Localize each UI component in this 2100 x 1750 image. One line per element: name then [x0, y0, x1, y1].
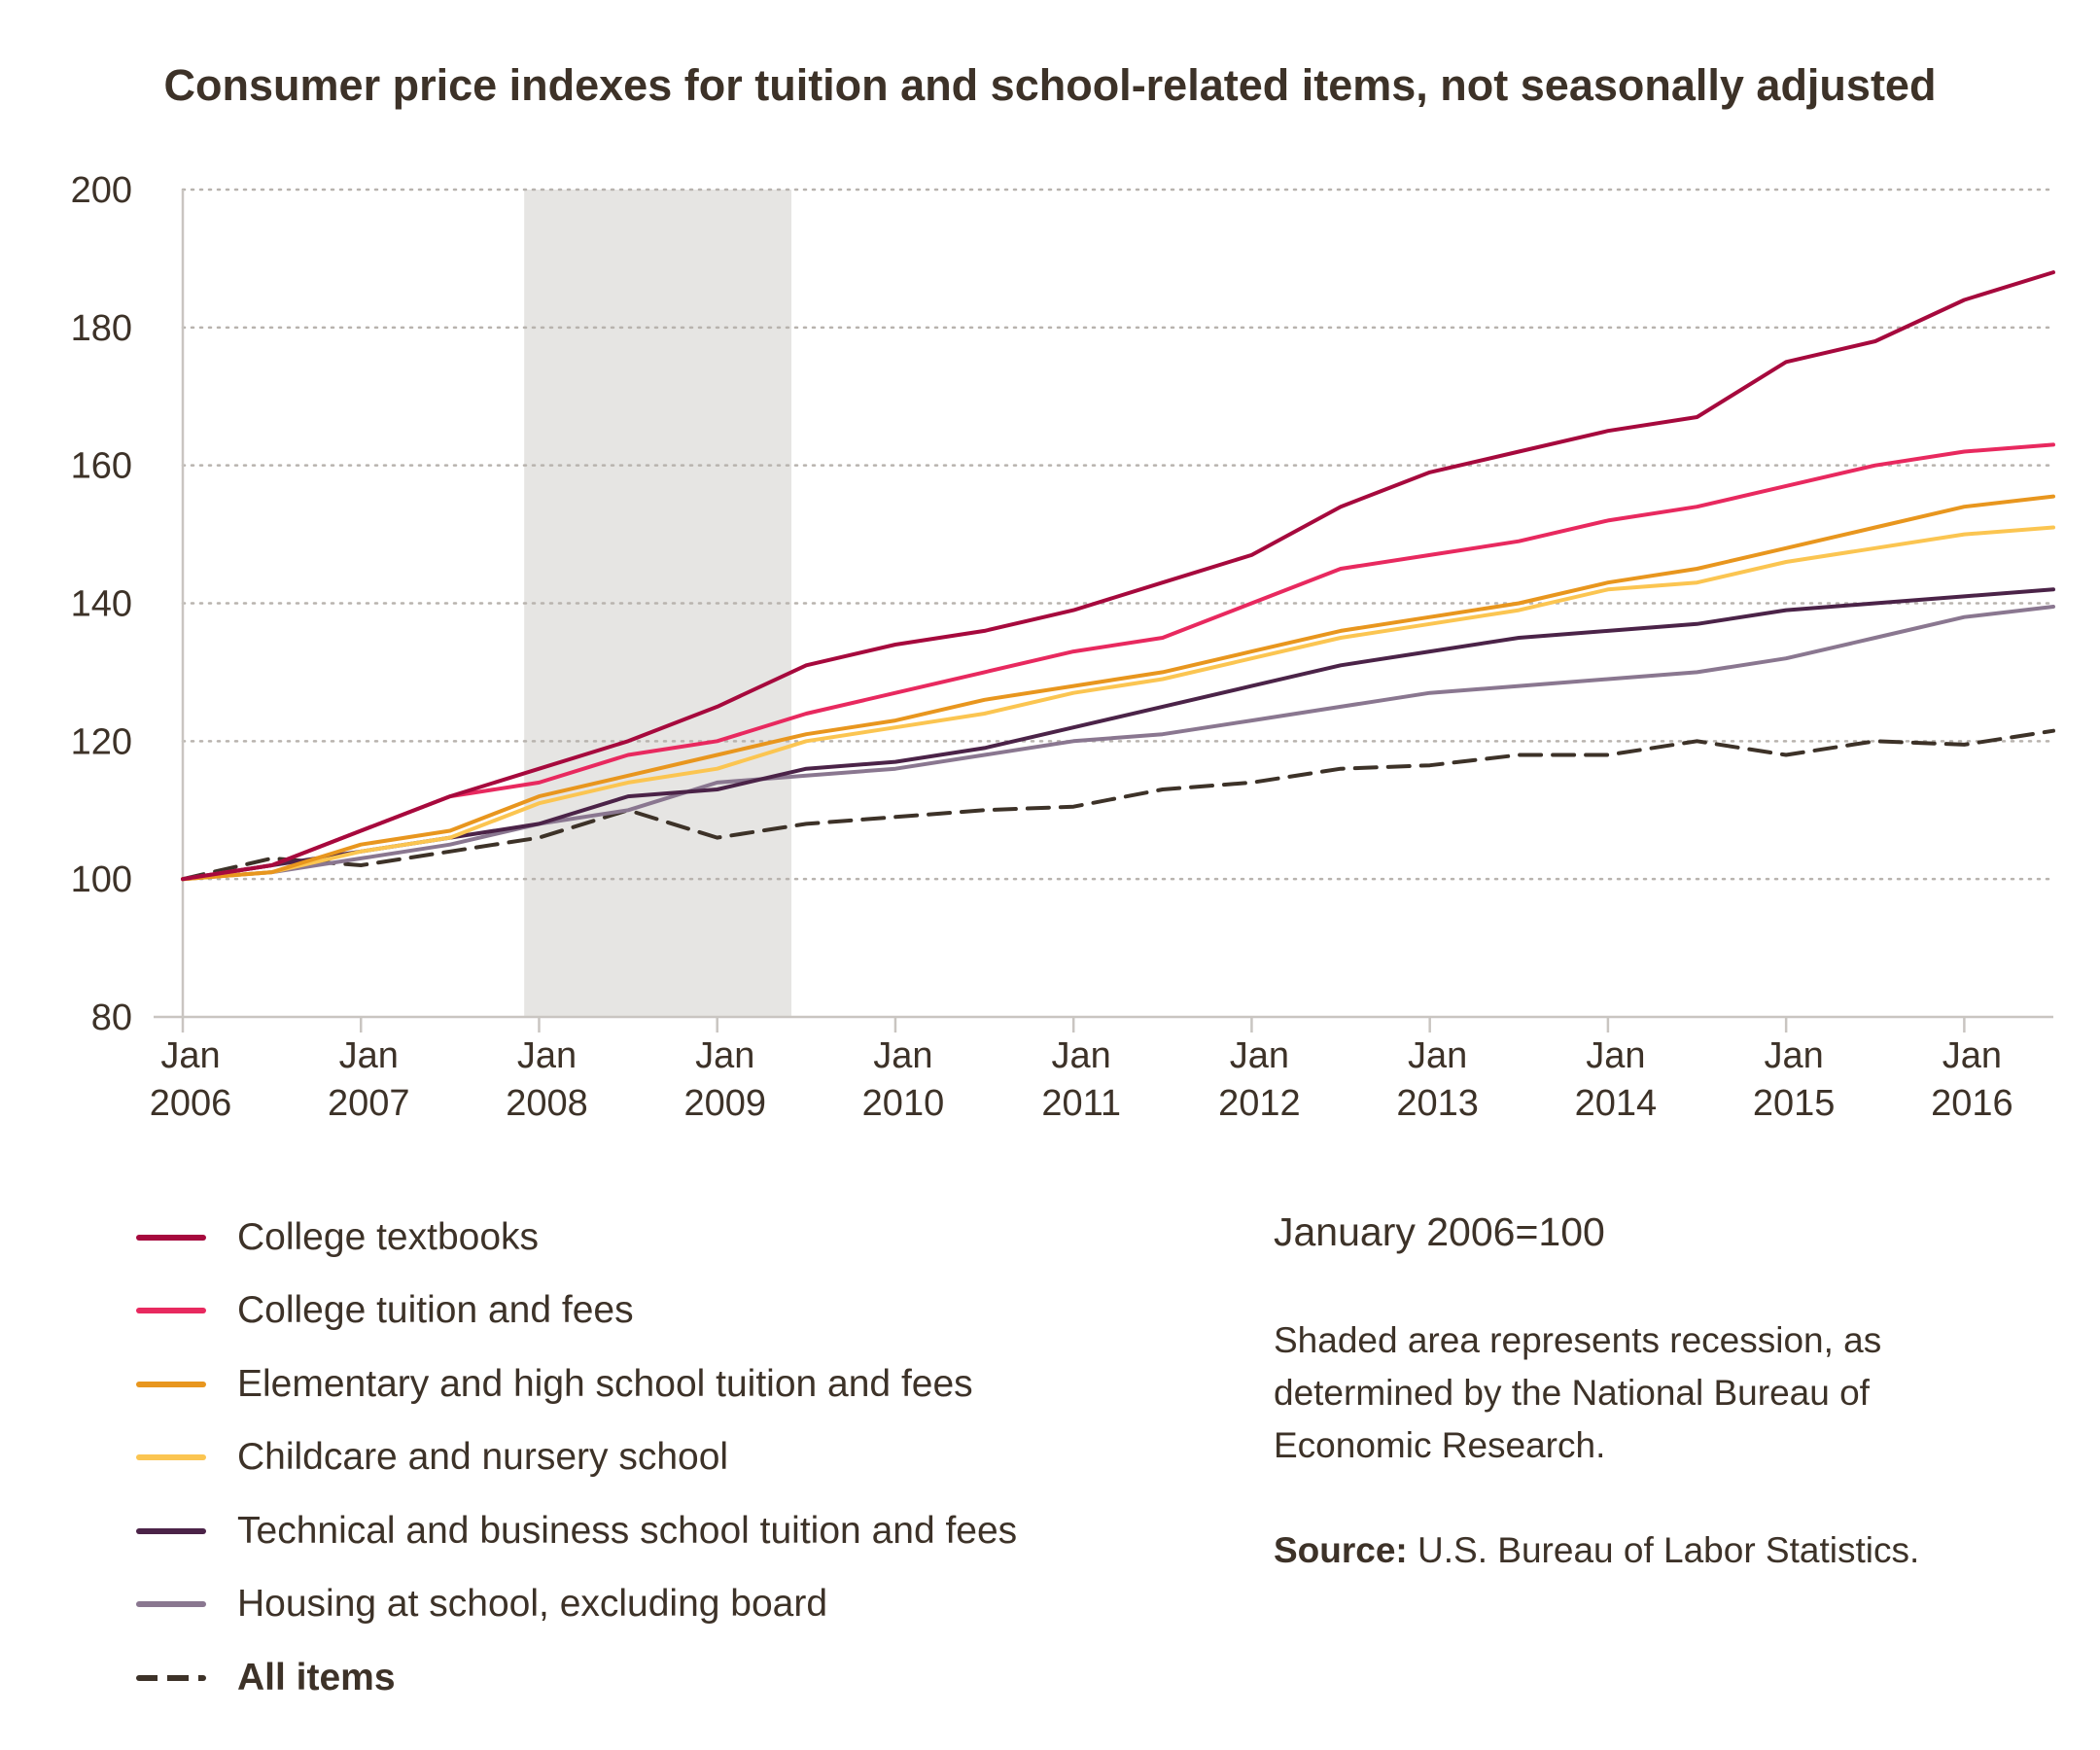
series-line	[181, 494, 2055, 882]
grid-lines	[181, 188, 2055, 881]
series-lines	[181, 270, 2055, 882]
series-line	[181, 442, 2055, 882]
x-tick-label: 2016	[1931, 1083, 2013, 1124]
legend-swatch	[136, 1308, 206, 1314]
legend-item: College textbooks	[136, 1201, 1017, 1275]
series-line	[181, 587, 2055, 882]
legend-swatch	[136, 1381, 206, 1387]
base-note: January 2006=100	[1274, 1209, 1605, 1254]
legend-swatch	[136, 1674, 206, 1681]
legend-label: All items	[237, 1656, 396, 1698]
x-tick-label: 2011	[1041, 1083, 1121, 1124]
x-tick-label: 2015	[1753, 1083, 1836, 1124]
x-tick-label: 2010	[862, 1083, 945, 1124]
legend-label: Technical and business school tuition an…	[237, 1509, 1018, 1552]
legend-item: Technical and business school tuition an…	[136, 1494, 1017, 1568]
x-tick-label: 2008	[506, 1083, 588, 1124]
series-line	[181, 605, 2055, 882]
legend-swatch	[136, 1527, 206, 1534]
x-tick-label: Jan	[517, 1035, 577, 1076]
x-tick-label: 2007	[328, 1083, 410, 1124]
x-tick-label: Jan	[1586, 1035, 1645, 1076]
legend-label: Elementary and high school tuition and f…	[237, 1362, 973, 1405]
x-tick-label: Jan	[695, 1035, 754, 1076]
legend-item: Housing at school, excluding board	[136, 1568, 1017, 1642]
x-tick-label: Jan	[1230, 1035, 1289, 1076]
series-line	[181, 728, 2055, 882]
x-tick-label: Jan	[1765, 1035, 1824, 1076]
line-chart: 80 100 120 140 160 180 200 Jan 2006 Jan 2007 Jan 200…	[71, 170, 2055, 1124]
y-tick-label: 140	[71, 584, 132, 625]
legend-label: Childcare and nursery school	[237, 1436, 729, 1479]
y-tick-label: 160	[71, 446, 132, 487]
y-tick-label: 200	[71, 170, 132, 211]
legend-label: College tuition and fees	[237, 1289, 634, 1332]
y-tick-label: 120	[71, 721, 132, 762]
legend-swatch	[136, 1601, 206, 1608]
legend-label: Housing at school, excluding board	[237, 1583, 828, 1626]
legend-item: College tuition and fees	[136, 1275, 1017, 1348]
x-tick-label: Jan	[339, 1035, 399, 1076]
legend-item: Elementary and high school tuition and f…	[136, 1348, 1017, 1421]
x-tick-label: Jan	[1052, 1035, 1111, 1076]
source-label: Source:	[1274, 1530, 1408, 1570]
tick-labels: 80 100 120 140 160 180 200 Jan 2006 Jan 2007 Jan 200…	[71, 170, 2013, 1124]
legend: College textbooks College tuition and fee…	[136, 1201, 1017, 1715]
x-tick-label: 2006	[150, 1083, 232, 1124]
legend-item: Childcare and nursery school	[136, 1421, 1017, 1495]
series-line	[181, 270, 2055, 882]
y-tick-label: 80	[91, 998, 132, 1038]
x-tick-label: Jan	[160, 1035, 220, 1076]
x-tick-label: Jan	[1408, 1035, 1467, 1076]
source-text: U.S. Bureau of Labor Statistics.	[1418, 1530, 1920, 1570]
source-note: Source: U.S. Bureau of Labor Statistics.	[1274, 1524, 2032, 1577]
legend-item: All items	[136, 1641, 1017, 1715]
x-tick-label: 2014	[1575, 1083, 1658, 1124]
x-tick-label: Jan	[1942, 1035, 2002, 1076]
series-line	[181, 525, 2055, 882]
x-tick-label: 2012	[1218, 1083, 1301, 1124]
legend-swatch	[136, 1454, 206, 1461]
y-tick-label: 100	[71, 859, 132, 900]
x-tick-label: 2009	[683, 1083, 766, 1124]
legend-label: College textbooks	[237, 1215, 540, 1258]
legend-swatch	[136, 1234, 206, 1241]
x-tick-label: Jan	[873, 1035, 932, 1076]
recession-note: Shaded area represents recession, as det…	[1274, 1320, 1882, 1465]
chart-notes: January 2006=100 Shaded area represents …	[1274, 1206, 2032, 1577]
y-tick-label: 180	[71, 308, 132, 349]
x-tick-label: 2013	[1396, 1083, 1479, 1124]
chart-title: Consumer price indexes for tuition and s…	[163, 60, 1937, 110]
